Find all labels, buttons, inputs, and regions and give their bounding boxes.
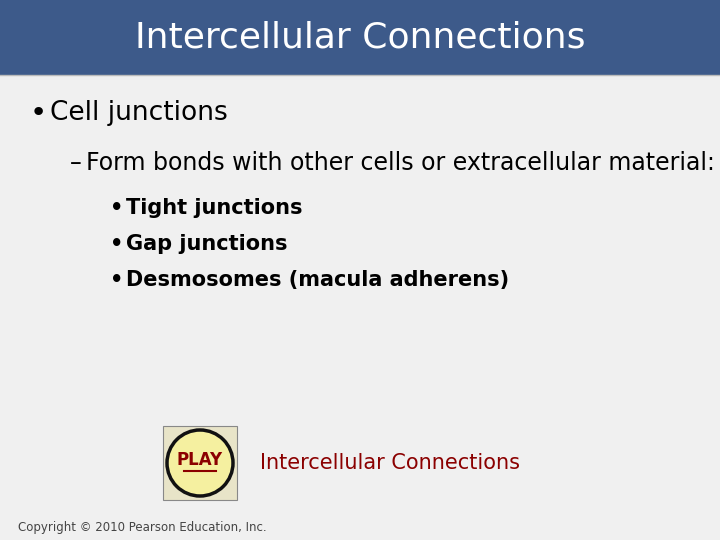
Text: Intercellular Connections: Intercellular Connections	[135, 21, 585, 55]
Circle shape	[167, 430, 233, 496]
Text: •: •	[110, 270, 123, 290]
Text: PLAY: PLAY	[177, 451, 223, 469]
FancyBboxPatch shape	[0, 0, 720, 75]
Text: Intercellular Connections: Intercellular Connections	[260, 453, 520, 473]
Text: •: •	[110, 234, 123, 254]
Text: Copyright © 2010 Pearson Education, Inc.: Copyright © 2010 Pearson Education, Inc.	[18, 522, 266, 535]
FancyBboxPatch shape	[163, 426, 237, 500]
Text: •: •	[30, 99, 48, 127]
Text: Cell junctions: Cell junctions	[50, 100, 228, 126]
Text: •: •	[110, 198, 123, 218]
Text: Gap junctions: Gap junctions	[126, 234, 287, 254]
Text: Tight junctions: Tight junctions	[126, 198, 302, 218]
Text: –: –	[70, 151, 82, 175]
Text: Form bonds with other cells or extracellular material:: Form bonds with other cells or extracell…	[86, 151, 715, 175]
Text: Desmosomes (macula adherens): Desmosomes (macula adherens)	[126, 270, 509, 290]
